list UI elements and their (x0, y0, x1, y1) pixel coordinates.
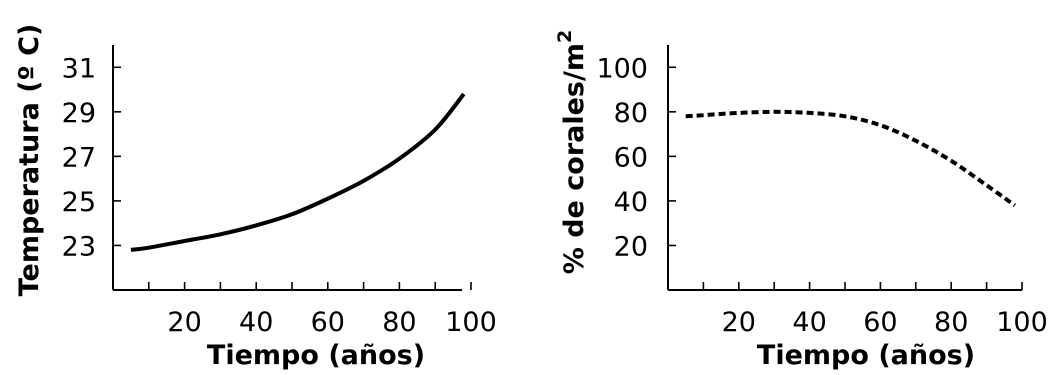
x-tick-label: 20 (167, 307, 201, 338)
y-tick-label: 29 (62, 98, 96, 129)
y-tick-label: 31 (62, 53, 96, 84)
y-tick-label: 25 (62, 187, 96, 218)
x-tick-label: 20 (722, 307, 756, 338)
x-tick-label: 40 (239, 307, 273, 338)
coral-series-line (685, 109, 1017, 208)
y-tick-label: 40 (614, 187, 648, 218)
y-axis-title: Temperatura (º C) (14, 24, 45, 297)
y-tick-label: 23 (62, 231, 96, 262)
ticks (668, 66, 1023, 290)
y-tick-label: 80 (614, 98, 648, 129)
x-tick-label: 80 (382, 307, 416, 338)
x-axis-title: Tiempo (años) (207, 340, 425, 371)
y-tick-label: 100 (596, 53, 648, 84)
ticks (113, 66, 472, 290)
tick-labels: 20 40 60 80 100 20 40 60 80 100 (596, 53, 1047, 338)
y-axis-title-superscript: 2 (554, 30, 576, 43)
x-tick-label: 60 (863, 307, 897, 338)
y-axis-title-main: % de corales/m (559, 43, 590, 274)
x-axis-title: Tiempo (años) (757, 340, 975, 371)
y-tick-label: 60 (614, 142, 648, 173)
tick-labels: 20 40 60 80 100 23 25 27 29 31 (62, 53, 497, 338)
x-tick-label: 40 (792, 307, 826, 338)
coral-chart: 20 40 60 80 100 20 40 60 80 100 Tiempo (años) % d… (554, 30, 1048, 371)
x-tick-label: 100 (996, 307, 1048, 338)
x-tick-label: 80 (934, 307, 968, 338)
y-tick-label: 27 (62, 142, 96, 173)
temperature-chart: 20 40 60 80 100 23 25 27 29 31 Tiempo (años) Temp… (14, 24, 497, 371)
x-tick-label: 60 (311, 307, 345, 338)
x-tick-label: 100 (445, 307, 497, 338)
y-axis-title: % de corales/m2 (554, 30, 590, 274)
temperature-series-line (130, 92, 466, 252)
y-tick-label: 20 (614, 231, 648, 262)
